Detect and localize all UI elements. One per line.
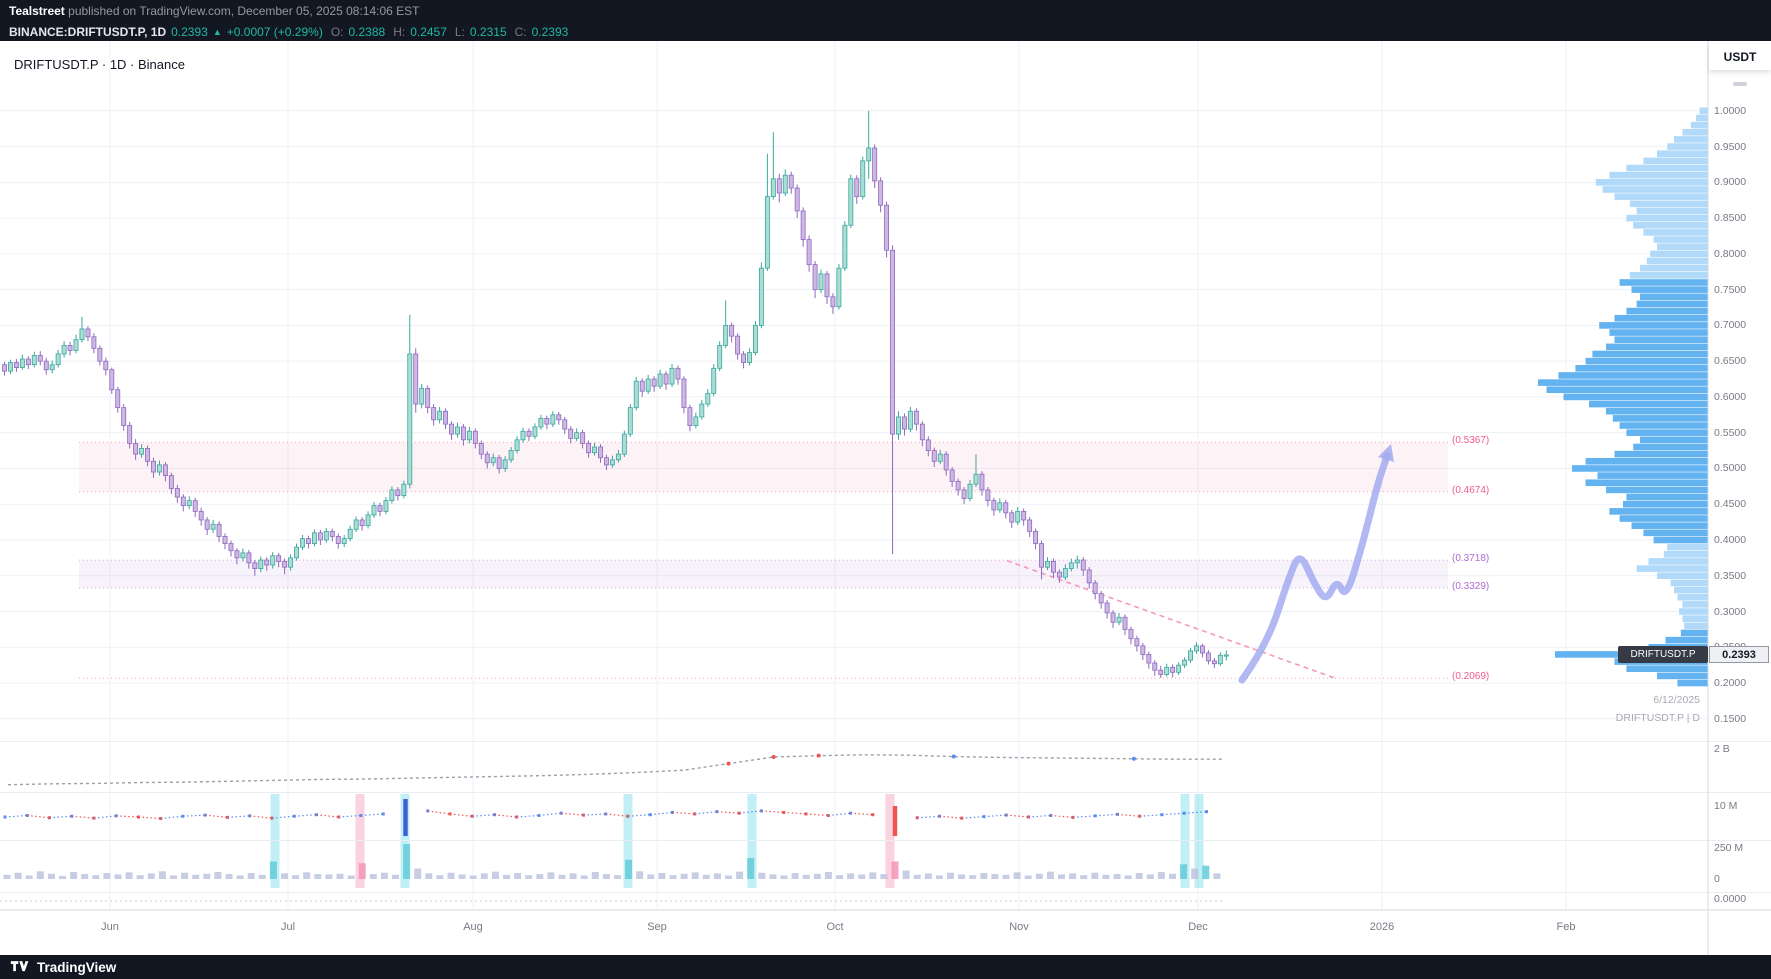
quote-symbol[interactable]: BINANCE:DRIFTUSDT.P, 1D [9, 24, 167, 39]
projection-arrow-drawing[interactable] [1238, 452, 1391, 684]
time-axis-label: Jun [101, 921, 119, 933]
price-axis-tick: 0.8000 [1714, 247, 1747, 260]
pane-axis-label: 2 B [1714, 743, 1730, 755]
footer-bar: TradingView [0, 955, 1771, 979]
high-label: H: [393, 24, 406, 39]
publish-info: published on TradingView.com, December 0… [64, 4, 420, 18]
price-axis-tick: 0.3500 [1714, 569, 1747, 582]
time-axis[interactable]: Jun Jul Aug Sep Oct Nov Dec 2026 Feb [0, 910, 1771, 955]
price-axis-tick: 1.0000 [1714, 104, 1747, 117]
price-up-arrow-icon: ▲ [212, 26, 222, 37]
quote-change: +0.0007 (+0.29%) [226, 24, 323, 39]
high-value: 0.2457 [410, 24, 447, 39]
low-value: 0.2315 [469, 24, 507, 39]
open-label: O: [330, 24, 344, 39]
watermark-symbol: DRIFTUSDT.P | D [1615, 712, 1700, 724]
price-axis-tick: 0.6000 [1714, 390, 1747, 403]
time-axis-label: Sep [647, 921, 667, 933]
axis-currency-toggle[interactable]: USDT [1709, 44, 1771, 70]
price-axis-tick: 0.9000 [1714, 176, 1747, 189]
pane-axis-label: 0 [1714, 873, 1720, 885]
low-label: L: [454, 24, 465, 39]
publish-author: Tealstreet [9, 4, 65, 18]
price-axis-tick: 0.9500 [1714, 140, 1747, 153]
watermark-date: 6/12/2025 [1653, 694, 1700, 706]
quote-last-price: 0.2393 [171, 24, 208, 39]
last-price-symbol-badge: DRIFTUSDT.P [1618, 646, 1708, 663]
price-axis-tick: 0.5500 [1714, 426, 1747, 439]
price-axis-tick: 0.6500 [1714, 355, 1747, 368]
time-axis-label: Oct [826, 921, 844, 933]
time-axis-label: Dec [1188, 921, 1208, 933]
time-axis-label: 2026 [1369, 921, 1395, 933]
time-axis-label: Jul [280, 921, 296, 933]
time-axis-label: Feb [1556, 921, 1576, 933]
time-axis-label: Aug [463, 921, 483, 933]
price-axis-tick: 0.4000 [1714, 533, 1747, 546]
price-axis-tick: 0.3000 [1714, 605, 1747, 618]
price-axis-tick: 0.5000 [1714, 462, 1747, 475]
pane-axis-label: 0.0000 [1714, 893, 1747, 905]
quote-bar: BINANCE:DRIFTUSDT.P, 1D 0.2393 ▲ +0.0007… [0, 22, 1771, 41]
axis-handle[interactable] [1733, 82, 1747, 86]
time-axis-label: Nov [1009, 921, 1029, 933]
price-axis-tick: 0.8500 [1714, 212, 1747, 225]
open-value: 0.2388 [348, 24, 386, 39]
price-axis-tick: 0.4500 [1714, 498, 1747, 511]
pane-axis-label: 250 M [1714, 842, 1744, 854]
price-axis-tick: 0.7000 [1714, 319, 1747, 332]
pane-axis-label: 10 M [1714, 800, 1738, 812]
publish-bar: Tealstreet published on TradingView.com,… [0, 0, 1771, 22]
close-label: C: [514, 24, 527, 39]
tradingview-logo-icon[interactable] [10, 958, 30, 976]
last-price-axis-badge: 0.2393 [1709, 646, 1769, 663]
price-axis[interactable]: 1.0000 0.9500 0.9000 0.8500 0.8000 0.7500 0.70… [1708, 41, 1771, 955]
close-value: 0.2393 [531, 24, 569, 39]
chart-legend[interactable]: DRIFTUSDT.P · 1D · Binance [14, 57, 185, 72]
tradingview-wordmark[interactable]: TradingView [37, 959, 117, 975]
price-axis-tick: 0.2000 [1714, 677, 1747, 690]
price-axis-tick: 0.1500 [1714, 712, 1747, 725]
price-axis-tick: 0.7500 [1714, 283, 1747, 296]
